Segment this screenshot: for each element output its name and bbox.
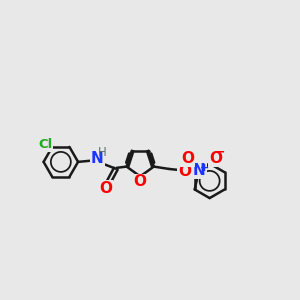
Text: O: O xyxy=(178,164,191,179)
Text: +: + xyxy=(200,163,209,173)
Text: H: H xyxy=(98,146,107,159)
Text: O: O xyxy=(181,151,194,166)
Text: O: O xyxy=(100,181,112,196)
Text: O: O xyxy=(134,174,147,189)
Text: −: − xyxy=(215,146,226,159)
Text: N: N xyxy=(91,152,104,166)
Text: N: N xyxy=(193,163,206,178)
Text: Cl: Cl xyxy=(38,138,53,151)
Text: O: O xyxy=(209,151,222,166)
